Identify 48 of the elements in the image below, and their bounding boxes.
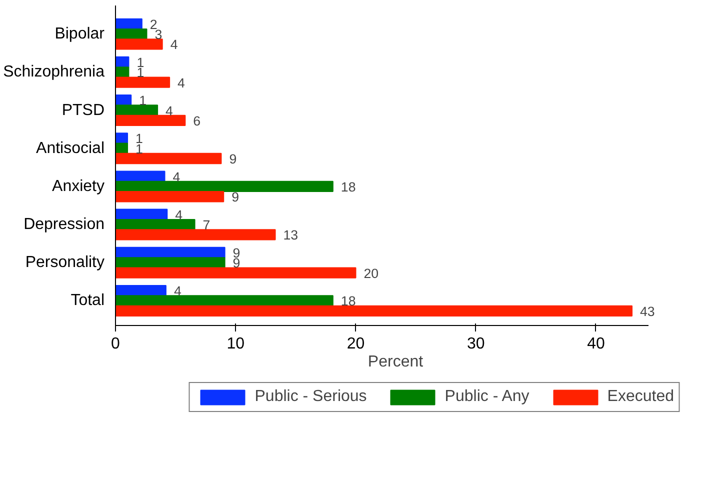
legend-label: Public - Any: [444, 388, 530, 406]
bar: [116, 295, 334, 306]
data-label: 4: [174, 284, 182, 299]
bar: [116, 229, 276, 240]
y-tick-label: Schizophrenia: [3, 64, 105, 81]
data-label: 1: [139, 93, 147, 108]
data-label: 6: [193, 113, 201, 128]
bar: [116, 104, 158, 116]
data-label: 4: [175, 207, 184, 222]
data-label: 4: [166, 103, 174, 118]
data-label: 2: [150, 16, 158, 32]
data-label: 3: [154, 27, 162, 42]
y-tick-label: Depression: [24, 216, 105, 234]
data-label: 18: [340, 179, 356, 194]
bar: [116, 191, 224, 202]
data-label: 7: [202, 218, 210, 233]
bar: [116, 180, 334, 192]
x-tick-label: 40: [587, 336, 605, 352]
data-label: 4: [170, 37, 178, 52]
x-tick-label: 30: [466, 336, 485, 352]
bar: [116, 267, 356, 278]
legend-label: Public - Serious: [254, 388, 367, 406]
data-label: 9: [232, 190, 240, 205]
y-tick-label: PTSD: [62, 102, 104, 119]
y-tick-label: Bipolar: [54, 26, 106, 43]
bar: [116, 305, 633, 316]
bar: [116, 114, 186, 126]
y-tick-label: Antisocial: [36, 140, 105, 157]
bar: [116, 76, 170, 88]
x-axis-title: Percent: [368, 354, 424, 370]
bar: [116, 152, 222, 164]
x-tick-label: 0: [111, 336, 120, 352]
bar: [116, 38, 163, 50]
data-label: 43: [640, 304, 655, 319]
y-tick-label: Personality: [25, 254, 105, 272]
data-label: 4: [178, 75, 186, 90]
bar: [116, 170, 166, 182]
data-label: 4: [172, 169, 181, 184]
x-tick-label: 20: [346, 336, 365, 352]
bar: [116, 132, 128, 144]
data-label: 20: [364, 266, 379, 281]
data-label: 13: [283, 228, 298, 243]
y-tick-label: Total: [70, 292, 104, 310]
y-tick-label: Anxiety: [52, 178, 104, 195]
data-label: 18: [340, 294, 356, 309]
data-label: 9: [229, 152, 237, 167]
legend-label: Executed: [607, 388, 674, 406]
x-tick-label: 10: [226, 336, 245, 352]
